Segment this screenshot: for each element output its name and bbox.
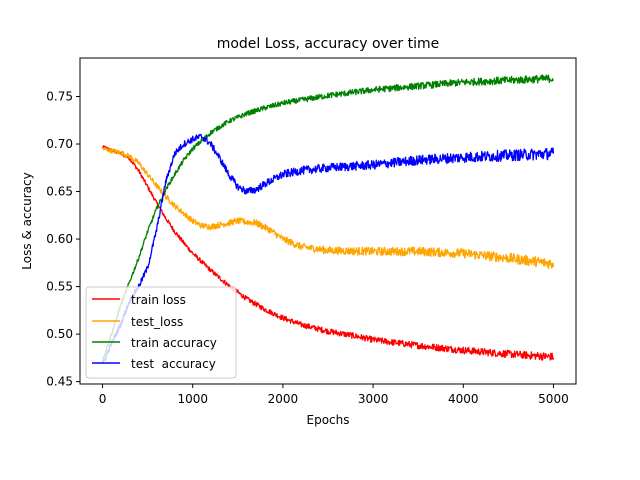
axes-frame: [79, 57, 577, 385]
legend-label-train-accuracy: train accuracy: [131, 336, 217, 350]
y-tick-label: 0.65: [46, 185, 73, 199]
y-tick-label: 0.45: [46, 375, 73, 389]
series-line-test-accuracy: [101, 133, 555, 364]
y-axis-title: Loss & accuracy: [20, 172, 34, 269]
x-tick-label: 4000: [448, 392, 479, 406]
y-axis: 0.45 0.50 0.55 0.60 0.65 0.70 0.75: [46, 89, 80, 389]
series-line-train-loss: [101, 145, 555, 361]
y-tick-label: 0.50: [46, 327, 73, 341]
series-line-test-loss: [101, 147, 555, 269]
series-line-train-accuracy: [101, 74, 554, 362]
legend-label-test-accuracy: test accuracy: [131, 357, 216, 371]
plot-lines: [101, 74, 555, 364]
y-tick-label: 0.60: [46, 232, 73, 246]
legend: train loss test_loss train accuracy test…: [85, 286, 237, 379]
x-tick-label: 1000: [177, 392, 208, 406]
x-axis-title: Epochs: [307, 413, 350, 427]
x-tick-label: 2000: [268, 392, 299, 406]
x-tick-label: 5000: [538, 392, 569, 406]
x-tick-label: 0: [99, 392, 107, 406]
x-axis: 0 1000 2000 3000 4000 5000: [99, 384, 569, 406]
y-tick-label: 0.70: [46, 137, 73, 151]
y-tick-label: 0.75: [46, 89, 73, 103]
legend-label-test-loss: test_loss: [131, 315, 183, 329]
x-tick-label: 3000: [358, 392, 389, 406]
legend-label-train-loss: train loss: [131, 293, 186, 307]
legend-box: [85, 286, 237, 379]
chart-title: model Loss, accuracy over time: [217, 36, 440, 52]
y-tick-label: 0.55: [46, 280, 73, 294]
